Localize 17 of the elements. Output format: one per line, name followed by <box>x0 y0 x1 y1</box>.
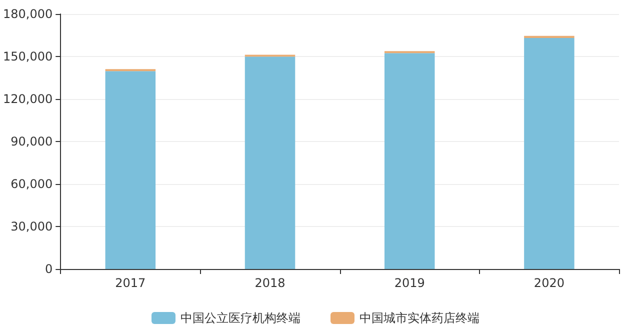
x-tick-label: 2017 <box>115 276 146 290</box>
x-tick-label: 2020 <box>534 276 564 290</box>
bar <box>105 71 156 269</box>
y-tick-label: 0 <box>44 262 53 276</box>
legend-label: 中国公立医疗机构终端 <box>180 311 300 325</box>
y-tick-label: 90,000 <box>10 134 53 148</box>
bar <box>384 53 435 269</box>
x-tick-label: 2018 <box>254 276 286 290</box>
bar <box>524 38 574 269</box>
y-tick-label: 30,000 <box>10 220 53 234</box>
x-tick-label: 2019 <box>394 276 425 290</box>
y-tick-label: 150,000 <box>3 50 53 64</box>
bar <box>244 56 296 269</box>
y-tick-label: 60,000 <box>10 177 53 191</box>
y-tick-label: 180,000 <box>3 7 53 21</box>
legend-label: 中国城市实体药店终端 <box>360 311 480 325</box>
y-tick-label: 120,000 <box>3 92 53 106</box>
